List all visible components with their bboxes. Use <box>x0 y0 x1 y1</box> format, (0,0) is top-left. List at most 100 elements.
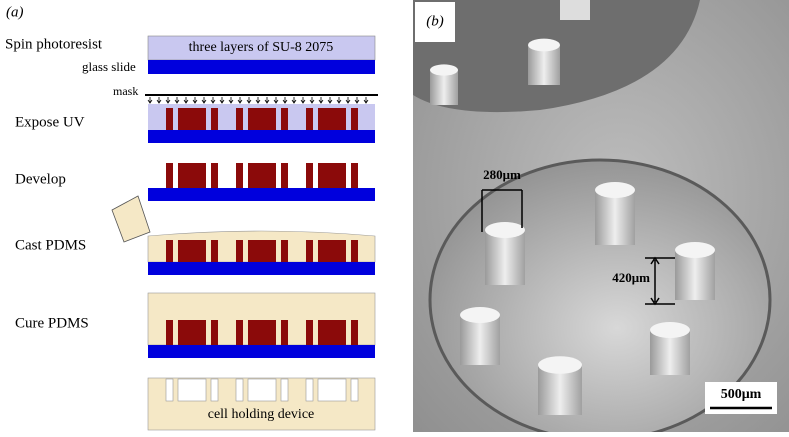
well <box>236 379 243 401</box>
pillar-top <box>650 322 690 338</box>
su8-block <box>166 163 173 188</box>
panel-label: (a) <box>6 4 24 20</box>
su8-block <box>178 320 206 345</box>
pillar <box>595 190 635 245</box>
su8-block <box>351 320 358 345</box>
well <box>166 379 173 401</box>
su8-block <box>318 320 346 345</box>
su8-block <box>281 108 288 130</box>
pillar-top <box>528 39 560 52</box>
well <box>306 379 313 401</box>
su8-block <box>318 240 346 262</box>
uv-arrow <box>166 97 170 103</box>
pillar-top <box>460 307 500 323</box>
pillar <box>560 0 590 20</box>
su8-block <box>351 163 358 188</box>
well <box>211 379 218 401</box>
uv-arrow <box>274 97 278 103</box>
su8-block <box>281 163 288 188</box>
uv-arrow <box>184 97 188 103</box>
device-text: cell holding device <box>208 407 315 422</box>
uv-arrow <box>265 97 269 103</box>
su8-block <box>306 320 313 345</box>
pillar-top <box>675 242 715 258</box>
mask-label: mask <box>113 84 138 98</box>
well <box>318 379 346 401</box>
uv-arrow <box>355 97 359 103</box>
step-label: Expose UV <box>15 114 85 130</box>
su8-block <box>248 320 276 345</box>
dimension-label: 280μm <box>483 167 521 182</box>
uv-arrow <box>292 97 296 103</box>
panel-b: (b) 280μm 420μm 500μm <box>413 0 789 432</box>
pillar-top <box>538 356 582 374</box>
su8-block <box>178 163 206 188</box>
su8-block <box>166 108 173 130</box>
pillar-top <box>430 64 458 75</box>
figure: (a) Spin photoresist Expose UV Develop C… <box>0 0 789 432</box>
uv-arrow <box>256 97 260 103</box>
glass-slide <box>148 345 375 358</box>
su8-block <box>211 163 218 188</box>
su8-block <box>351 240 358 262</box>
pillar <box>485 230 525 285</box>
pillar-top <box>485 222 525 238</box>
step-label: Spin photoresist <box>5 36 103 52</box>
su8-block <box>281 240 288 262</box>
su8-block <box>306 108 313 130</box>
uv-arrow <box>364 97 368 103</box>
su8-block <box>178 108 206 130</box>
su8-block <box>248 163 276 188</box>
step-label: Cast PDMS <box>15 237 86 253</box>
uv-arrow <box>319 97 323 103</box>
uv-arrow <box>310 97 314 103</box>
panel-label: (b) <box>426 13 444 29</box>
pdms-cup <box>112 196 150 242</box>
su8-block <box>178 240 206 262</box>
su8-block <box>351 108 358 130</box>
uv-arrow <box>193 97 197 103</box>
su8-block <box>306 163 313 188</box>
su8-block <box>166 320 173 345</box>
dimension-label: 420μm <box>612 270 650 285</box>
uv-arrow <box>238 97 242 103</box>
su8-block <box>306 240 313 262</box>
su8-block <box>281 320 288 345</box>
scale-label: 500μm <box>721 387 762 402</box>
well <box>248 379 276 401</box>
su8-block <box>248 108 276 130</box>
uv-arrow <box>211 97 215 103</box>
su8-block <box>236 240 243 262</box>
step-label: Develop <box>15 171 66 187</box>
uv-arrow <box>157 97 161 103</box>
uv-arrow <box>229 97 233 103</box>
glass-slide <box>148 188 375 201</box>
uv-arrow <box>148 97 152 103</box>
uv-arrows <box>148 97 368 103</box>
su8-block <box>211 108 218 130</box>
su8-block <box>318 108 346 130</box>
step-label: Cure PDMS <box>15 315 89 331</box>
uv-arrow <box>202 97 206 103</box>
pillar-top <box>595 182 635 198</box>
layer-text: three layers of SU-8 2075 <box>189 40 334 55</box>
glass-slide <box>148 262 375 275</box>
uv-arrow <box>220 97 224 103</box>
uv-arrow <box>283 97 287 103</box>
su8-block <box>236 108 243 130</box>
su8-block <box>248 240 276 262</box>
su8-block <box>166 240 173 262</box>
uv-arrow <box>346 97 350 103</box>
uv-arrow <box>247 97 251 103</box>
uv-arrow <box>337 97 341 103</box>
su8-block <box>211 240 218 262</box>
well <box>351 379 358 401</box>
wells <box>166 379 358 401</box>
uv-arrow <box>301 97 305 103</box>
su8-block <box>236 320 243 345</box>
glass-slide <box>148 130 375 143</box>
uv-arrow <box>175 97 179 103</box>
well <box>281 379 288 401</box>
panel-a: (a) Spin photoresist Expose UV Develop C… <box>5 4 378 430</box>
su8-block <box>318 163 346 188</box>
